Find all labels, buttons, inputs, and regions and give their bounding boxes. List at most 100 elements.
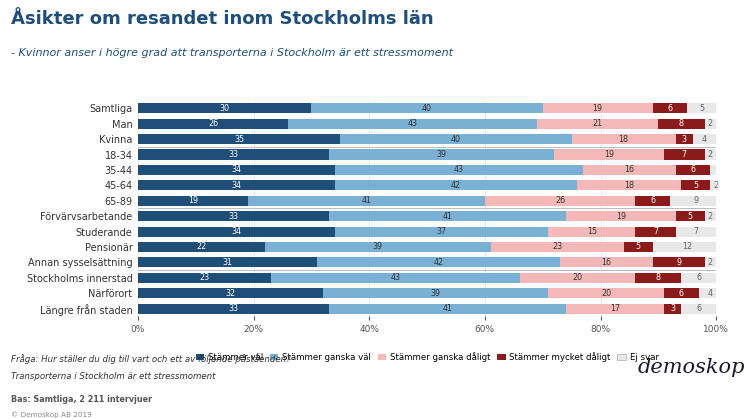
Bar — [138, 211, 329, 221]
Bar — [312, 103, 543, 113]
Text: 6: 6 — [696, 273, 701, 282]
Bar — [537, 119, 659, 129]
Bar — [138, 180, 334, 190]
Bar — [653, 242, 722, 252]
Text: 18: 18 — [624, 181, 634, 190]
Bar — [340, 134, 571, 144]
Bar — [577, 180, 682, 190]
Text: 4: 4 — [702, 134, 707, 144]
Bar — [323, 288, 548, 298]
Text: 19: 19 — [615, 212, 626, 221]
Text: 9: 9 — [693, 196, 698, 205]
Bar — [636, 196, 670, 206]
Bar — [138, 196, 248, 206]
Text: 8: 8 — [679, 119, 684, 128]
Bar — [687, 103, 716, 113]
Bar — [138, 150, 329, 160]
Text: 19: 19 — [604, 150, 614, 159]
Text: 3: 3 — [671, 304, 675, 313]
Bar — [266, 242, 491, 252]
Bar — [664, 288, 699, 298]
Text: 33: 33 — [228, 212, 239, 221]
Text: 43: 43 — [407, 119, 418, 128]
Text: Bas: Samtliga, 2 211 intervjuer: Bas: Samtliga, 2 211 intervjuer — [11, 395, 152, 403]
Text: 21: 21 — [592, 119, 603, 128]
Text: - Kvinnor anser i högre grad att transporterna i Stockholm är ett stressmoment: - Kvinnor anser i högre grad att transpo… — [11, 48, 453, 58]
Bar — [543, 103, 653, 113]
Bar — [636, 273, 682, 283]
Text: 4: 4 — [708, 289, 713, 298]
Bar — [519, 273, 635, 283]
Text: 30: 30 — [220, 104, 230, 113]
Bar — [548, 288, 664, 298]
Bar — [317, 257, 560, 267]
Text: 34: 34 — [231, 181, 241, 190]
Bar — [682, 180, 710, 190]
Bar — [676, 165, 710, 175]
Bar — [664, 304, 682, 314]
Bar — [138, 134, 340, 144]
Text: 2: 2 — [708, 258, 713, 267]
Bar — [653, 257, 704, 267]
Bar — [566, 211, 676, 221]
Text: 8: 8 — [656, 273, 661, 282]
Text: 17: 17 — [610, 304, 620, 313]
Text: 15: 15 — [587, 227, 597, 236]
Bar — [334, 227, 548, 237]
Bar — [653, 103, 687, 113]
Text: 9: 9 — [676, 258, 681, 267]
Bar — [334, 165, 583, 175]
Bar — [699, 288, 722, 298]
Text: 5: 5 — [636, 243, 641, 251]
Text: 26: 26 — [208, 119, 219, 128]
Bar — [704, 257, 716, 267]
Bar — [329, 304, 566, 314]
Bar — [491, 242, 624, 252]
Text: 2: 2 — [708, 212, 713, 221]
Text: 26: 26 — [555, 196, 565, 205]
Bar — [670, 196, 722, 206]
Text: 6: 6 — [668, 104, 672, 113]
Text: 41: 41 — [361, 196, 372, 205]
Bar — [710, 180, 722, 190]
Text: 37: 37 — [436, 227, 447, 236]
Bar — [138, 227, 334, 237]
Text: 20: 20 — [601, 289, 612, 298]
Bar — [704, 150, 716, 160]
Text: 6: 6 — [691, 166, 695, 174]
Text: 41: 41 — [442, 304, 452, 313]
Bar — [704, 119, 716, 129]
Text: 16: 16 — [601, 258, 611, 267]
Bar — [329, 150, 554, 160]
Bar — [676, 134, 693, 144]
Bar — [676, 211, 705, 221]
Text: 39: 39 — [430, 289, 441, 298]
Bar — [138, 119, 288, 129]
Legend: Stämmer väl, Stämmer ganska väl, Stämmer ganska dåligt, Stämmer mycket dåligt, E: Stämmer väl, Stämmer ganska väl, Stämmer… — [192, 349, 662, 365]
Text: 43: 43 — [454, 166, 464, 174]
Text: 19: 19 — [592, 104, 603, 113]
Text: 22: 22 — [196, 243, 207, 251]
Bar — [138, 242, 266, 252]
Bar — [329, 211, 566, 221]
Text: demoskop: demoskop — [638, 358, 745, 377]
Bar — [138, 165, 334, 175]
Text: 6: 6 — [679, 289, 684, 298]
Bar — [548, 227, 635, 237]
Bar — [710, 165, 716, 175]
Bar — [682, 273, 716, 283]
Text: 6: 6 — [696, 304, 701, 313]
Bar — [583, 165, 676, 175]
Text: 2: 2 — [708, 119, 713, 128]
Text: 41: 41 — [442, 212, 452, 221]
Bar — [560, 257, 653, 267]
Text: 3: 3 — [682, 134, 687, 144]
Text: 42: 42 — [451, 181, 461, 190]
Text: 5: 5 — [688, 212, 693, 221]
Text: 7: 7 — [653, 227, 658, 236]
Text: 19: 19 — [188, 196, 198, 205]
Bar — [334, 180, 577, 190]
Bar — [664, 150, 704, 160]
Text: 5: 5 — [693, 181, 698, 190]
Bar — [693, 134, 716, 144]
